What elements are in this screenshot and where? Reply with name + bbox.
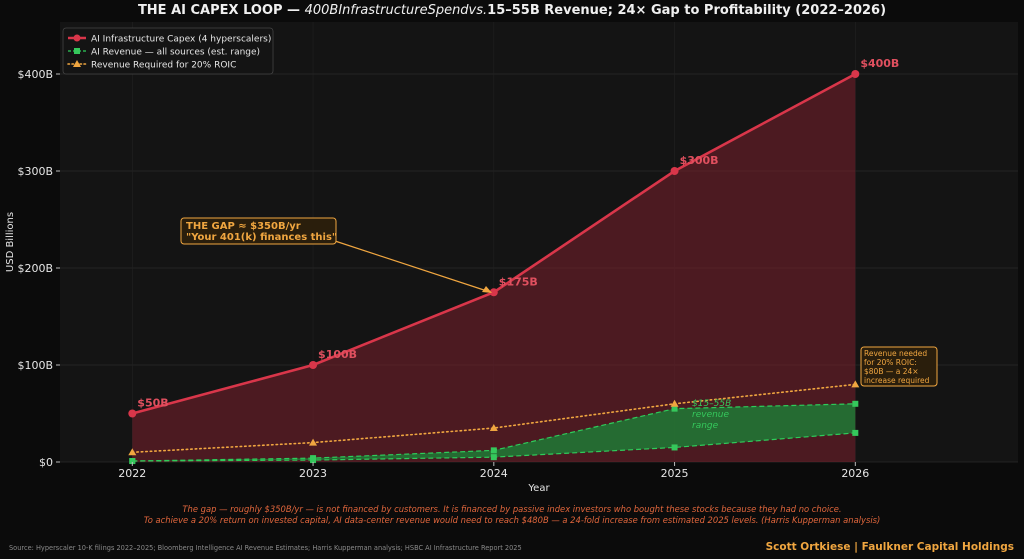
chart-svg: $50B $100B $175B $300B $400B $0 $100B $200B $30… bbox=[5, 22, 1018, 494]
roic-box-line: for 20% ROIC: bbox=[864, 358, 917, 367]
capex-point-label: $175B bbox=[499, 275, 538, 288]
revenue-point bbox=[852, 429, 859, 436]
legend-marker-roic bbox=[73, 60, 81, 67]
roic-box-line: $80B — a 24× bbox=[864, 367, 919, 376]
capex-point-label: $100B bbox=[318, 348, 357, 361]
brand-credit: Scott Ortkiese | Faulkner Capital Holdin… bbox=[765, 541, 1014, 553]
revenue-point bbox=[490, 447, 497, 454]
revenue-range-label: range bbox=[692, 421, 719, 431]
capex-point-label: $300B bbox=[680, 154, 719, 167]
revenue-range-label: revenue bbox=[692, 410, 730, 420]
capex-point bbox=[670, 167, 679, 175]
gap-box bbox=[180, 217, 337, 245]
footnote-line-2: To achieve a 20% return on invested capi… bbox=[143, 515, 881, 525]
revenue-point bbox=[129, 458, 136, 465]
gap-arrow bbox=[334, 240, 491, 293]
y-tick-label: $0 bbox=[39, 456, 53, 469]
revenue-point bbox=[671, 405, 678, 412]
chart-title: THE AI CAPEX LOOP — 400BInfrastructureSp… bbox=[137, 3, 887, 18]
y-tick-label: $200B bbox=[17, 262, 53, 275]
capex-point-label: $50B bbox=[137, 397, 168, 410]
x-tick-label: 2023 bbox=[299, 467, 327, 480]
x-tick-label: 2025 bbox=[661, 467, 689, 480]
x-tick-label: 2026 bbox=[841, 467, 869, 480]
footnote-line-1: The gap — roughly $350B/yr — is not fina… bbox=[182, 504, 842, 514]
legend-marker-revenue bbox=[74, 48, 80, 54]
roic-box bbox=[860, 346, 938, 387]
roic-box-line: Revenue needed bbox=[864, 349, 927, 358]
capex-point bbox=[851, 70, 860, 78]
capex-point bbox=[128, 409, 137, 418]
y-tick-label: $300B bbox=[17, 165, 53, 178]
gap-box-line: THE GAP ≈ $350B/yr bbox=[186, 221, 301, 232]
capex-point bbox=[309, 361, 318, 369]
legend-label: AI Revenue — all sources (est. range) bbox=[91, 48, 260, 58]
y-axis-label: USD Billions bbox=[5, 212, 16, 272]
source-note: Source: Hyperscaler 10-K filings 2022–20… bbox=[9, 544, 522, 552]
roic-point bbox=[670, 399, 679, 407]
gap-arrow-head bbox=[482, 286, 492, 293]
y-tick-label: $400B bbox=[17, 68, 53, 81]
x-tick-label: 2022 bbox=[118, 467, 146, 480]
revenue-point bbox=[671, 444, 678, 451]
capex-point bbox=[489, 288, 498, 297]
revenue-point bbox=[852, 400, 859, 407]
roic-point bbox=[128, 448, 137, 456]
legend-marker-capex bbox=[73, 34, 81, 42]
roic-point bbox=[309, 438, 318, 446]
revenue-point bbox=[490, 454, 497, 461]
capex-point-label: $400B bbox=[860, 57, 899, 70]
legend-label: AI Infrastructure Capex (4 hyperscalers) bbox=[91, 35, 271, 45]
roic-point bbox=[851, 380, 860, 388]
x-axis-label: Year bbox=[527, 483, 550, 494]
revenue-point bbox=[310, 457, 317, 464]
gap-box-line: "Your 401(k) finances this" bbox=[186, 232, 337, 243]
legend-box bbox=[62, 27, 274, 75]
y-tick-label: $100B bbox=[17, 359, 53, 372]
revenue-range-label: $15–55B bbox=[692, 399, 731, 409]
roic-point bbox=[489, 424, 498, 432]
legend-label: Revenue Required for 20% ROIC bbox=[91, 61, 236, 71]
x-tick-label: 2024 bbox=[480, 467, 508, 480]
roic-box-line: increase required bbox=[864, 376, 930, 385]
